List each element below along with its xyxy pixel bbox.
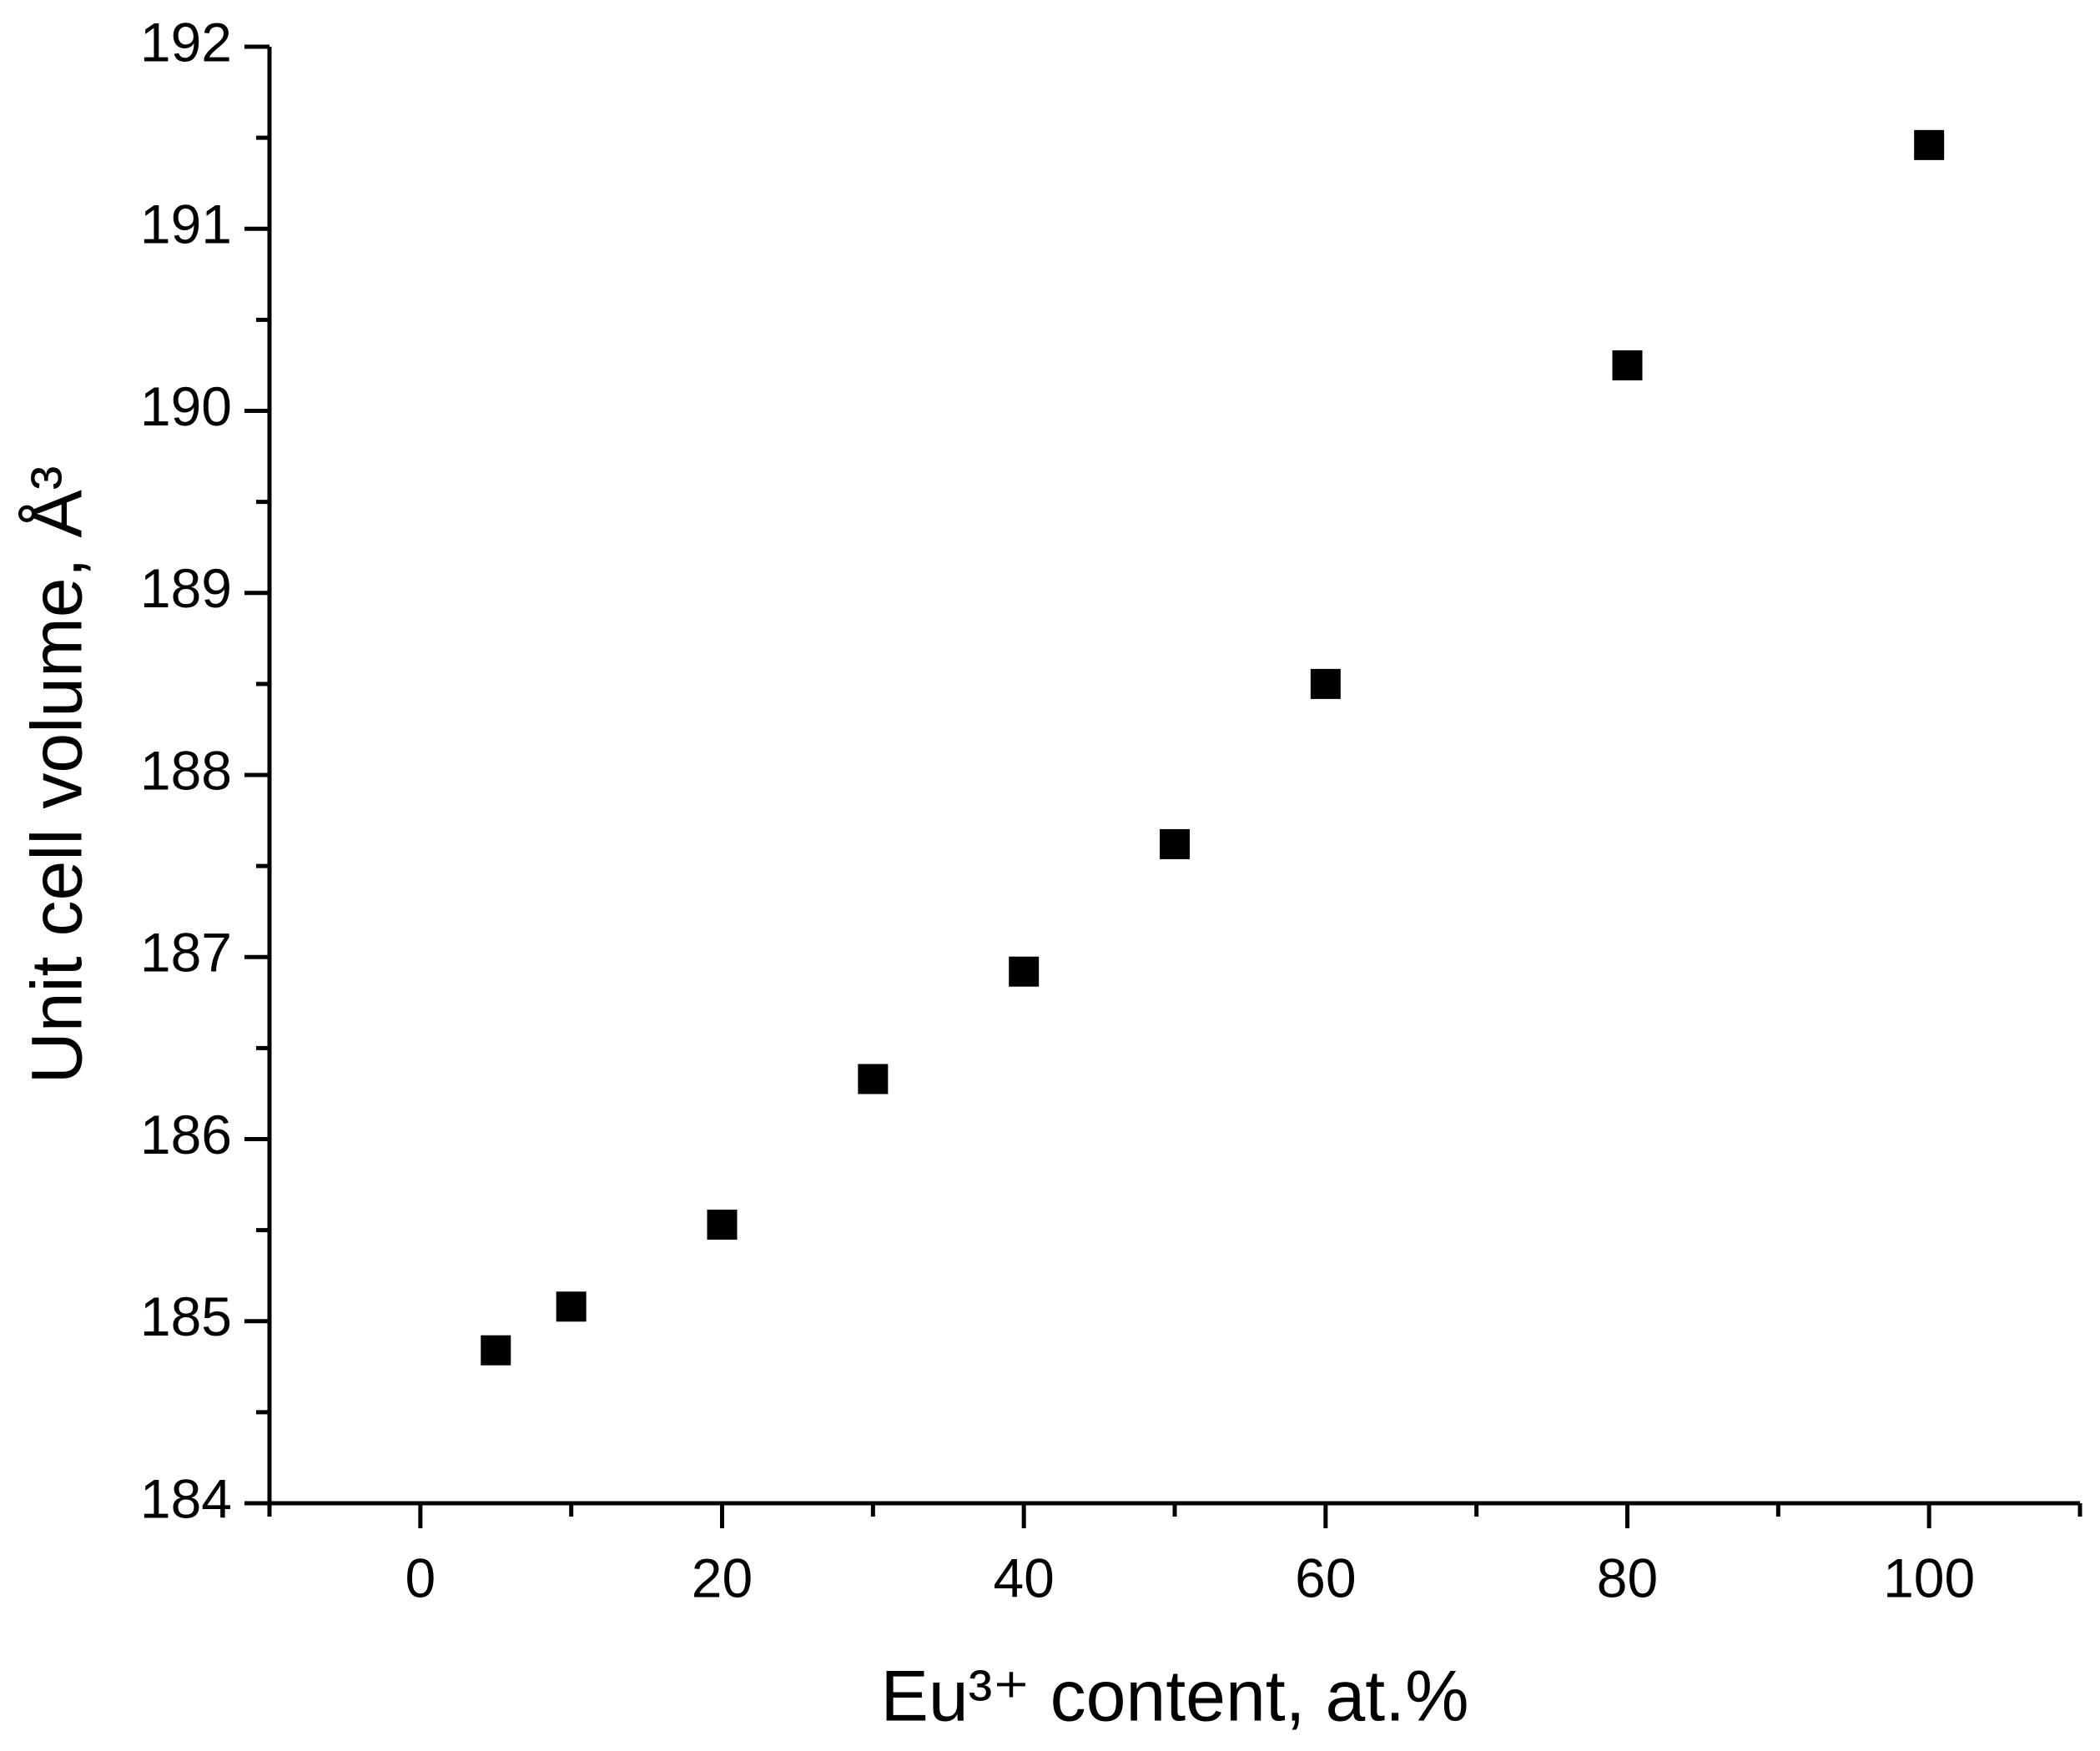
y-tick-label: 190 — [140, 375, 232, 437]
y-axis-label: Unit cell volume, Å³ — [18, 466, 98, 1084]
y-tick-label: 184 — [140, 1467, 232, 1529]
y-tick-label: 192 — [140, 11, 232, 73]
y-tick-label: 186 — [140, 1104, 232, 1165]
x-tick-label: 40 — [993, 1547, 1054, 1608]
y-tick-label: 187 — [140, 922, 232, 984]
marker — [481, 1335, 511, 1366]
marker — [1310, 668, 1341, 699]
y-tick-label: 189 — [140, 557, 232, 619]
y-tick-label: 191 — [140, 194, 232, 255]
marker — [1009, 956, 1040, 987]
marker — [1914, 129, 1945, 160]
marker — [1612, 350, 1643, 380]
x-tick-label: 100 — [1883, 1547, 1975, 1608]
marker — [858, 1064, 889, 1094]
x-tick-label: 60 — [1295, 1547, 1356, 1608]
marker — [707, 1210, 738, 1240]
marker — [1160, 828, 1190, 859]
marker — [556, 1291, 587, 1322]
y-tick-label: 188 — [140, 739, 232, 801]
x-tick-label: 80 — [1597, 1547, 1658, 1608]
x-axis-label: Eu³⁺ content, at.% — [880, 1657, 1468, 1737]
x-tick-label: 0 — [405, 1547, 436, 1608]
y-tick-label: 185 — [140, 1286, 232, 1347]
x-tick-label: 20 — [692, 1547, 753, 1608]
